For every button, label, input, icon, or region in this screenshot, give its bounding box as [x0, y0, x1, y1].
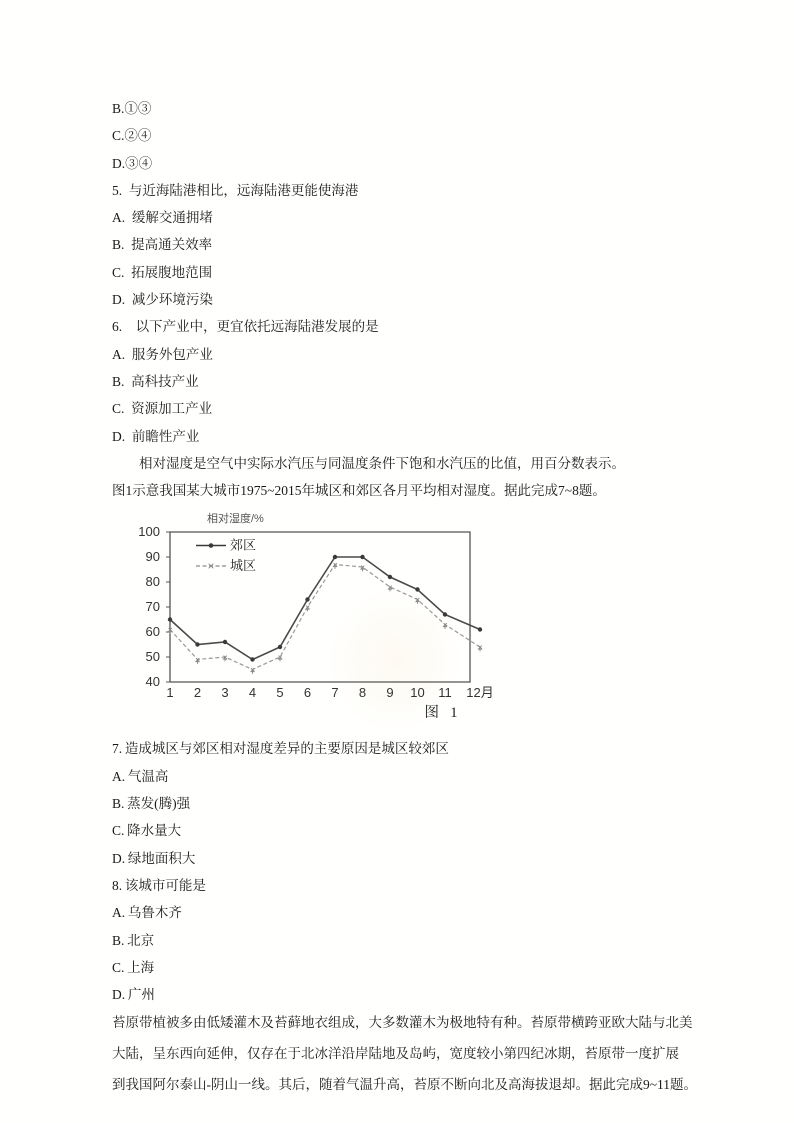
svg-text:郊区: 郊区	[230, 538, 256, 553]
svg-text:100: 100	[138, 524, 160, 539]
svg-text:相对湿度/%: 相对湿度/%	[207, 511, 264, 525]
svg-text:9: 9	[386, 685, 393, 700]
svg-text:10: 10	[410, 685, 424, 700]
svg-text:7: 7	[331, 685, 338, 700]
svg-text:3: 3	[221, 685, 228, 700]
svg-text:5: 5	[276, 685, 283, 700]
svg-text:50: 50	[146, 649, 160, 664]
svg-text:60: 60	[146, 624, 160, 639]
svg-text:11: 11	[438, 685, 452, 700]
svg-text:12月: 12月	[466, 685, 493, 700]
svg-text:70: 70	[146, 599, 160, 614]
svg-text:80: 80	[146, 574, 160, 589]
svg-text:8: 8	[359, 685, 366, 700]
svg-text:城区: 城区	[230, 558, 256, 573]
svg-text:1: 1	[166, 685, 173, 700]
svg-text:90: 90	[146, 549, 160, 564]
svg-text:6: 6	[304, 685, 311, 700]
svg-text:2: 2	[194, 685, 201, 700]
svg-text:40: 40	[146, 674, 160, 689]
svg-text:4: 4	[249, 685, 256, 700]
